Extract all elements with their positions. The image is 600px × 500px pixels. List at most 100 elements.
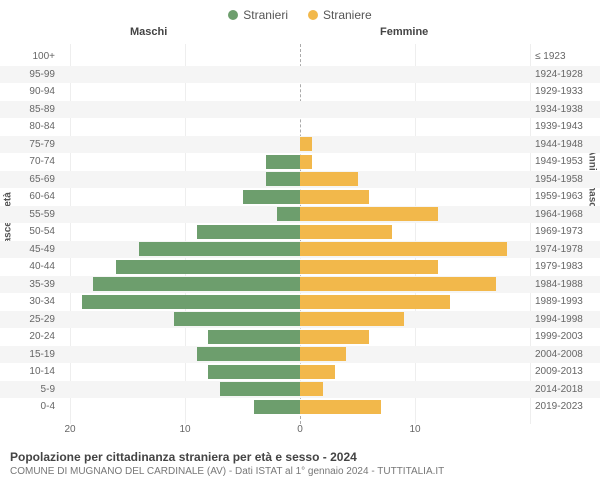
legend-male-dot bbox=[228, 10, 238, 20]
pyramid-row: 65-69 1954-1958 bbox=[0, 171, 600, 189]
birth-year-label: 1969-1973 bbox=[535, 226, 600, 237]
pyramid-row: 100+≤ 1923 bbox=[0, 48, 600, 66]
bar-male bbox=[220, 382, 301, 396]
bar-male bbox=[266, 155, 301, 169]
pyramid-row: 80-84 1939-1943 bbox=[0, 118, 600, 136]
birth-year-label: 1989-1993 bbox=[535, 296, 600, 307]
birth-year-label: 2019-2023 bbox=[535, 401, 600, 412]
pyramid-row: 25-29 1994-1998 bbox=[0, 311, 600, 329]
birth-year-label: 1979-1983 bbox=[535, 261, 600, 272]
bar-female bbox=[300, 137, 312, 151]
bar-female bbox=[300, 365, 335, 379]
bar-female bbox=[300, 330, 369, 344]
birth-year-label: 1954-1958 bbox=[535, 174, 600, 185]
bar-male bbox=[139, 242, 300, 256]
x-tick: 0 bbox=[297, 424, 303, 435]
bar-female bbox=[300, 312, 404, 326]
age-label: 10-14 bbox=[0, 366, 55, 377]
birth-year-label: 1994-1998 bbox=[535, 314, 600, 325]
age-label: 45-49 bbox=[0, 244, 55, 255]
legend-male: Stranieri bbox=[228, 8, 288, 22]
age-label: 30-34 bbox=[0, 296, 55, 307]
pyramid-row: 75-79 1944-1948 bbox=[0, 136, 600, 154]
birth-year-label: 1924-1928 bbox=[535, 69, 600, 80]
bar-male bbox=[208, 330, 300, 344]
age-label: 70-74 bbox=[0, 156, 55, 167]
bar-male bbox=[82, 295, 301, 309]
bar-male bbox=[174, 312, 301, 326]
x-axis: 20 10 0 10 bbox=[0, 424, 600, 444]
birth-year-label: 2004-2008 bbox=[535, 349, 600, 360]
chart-title: Popolazione per cittadinanza straniera p… bbox=[10, 450, 590, 464]
pyramid-row: 85-89 1934-1938 bbox=[0, 101, 600, 119]
column-headers: Maschi Femmine bbox=[0, 26, 600, 42]
bar-male bbox=[197, 347, 301, 361]
legend-female: Straniere bbox=[308, 8, 372, 22]
legend-female-dot bbox=[308, 10, 318, 20]
legend-female-label: Straniere bbox=[323, 8, 372, 22]
pyramid-row: 15-19 2004-2008 bbox=[0, 346, 600, 364]
bar-male bbox=[277, 207, 300, 221]
age-label: 55-59 bbox=[0, 209, 55, 220]
bar-male bbox=[197, 225, 301, 239]
pyramid-row: 30-34 1989-1993 bbox=[0, 293, 600, 311]
pyramid-row: 70-74 1949-1953 bbox=[0, 153, 600, 171]
birth-year-label: 1944-1948 bbox=[535, 139, 600, 150]
birth-year-label: 1949-1953 bbox=[535, 156, 600, 167]
legend-male-label: Stranieri bbox=[243, 8, 288, 22]
x-tick: 10 bbox=[409, 424, 420, 435]
age-label: 75-79 bbox=[0, 139, 55, 150]
age-label: 35-39 bbox=[0, 279, 55, 290]
bar-female bbox=[300, 277, 496, 291]
pyramid-row: 50-54 1969-1973 bbox=[0, 223, 600, 241]
header-male: Maschi bbox=[130, 26, 167, 38]
age-label: 90-94 bbox=[0, 86, 55, 97]
birth-year-label: 1999-2003 bbox=[535, 331, 600, 342]
bar-female bbox=[300, 225, 392, 239]
birth-year-label: ≤ 1923 bbox=[535, 51, 600, 62]
pyramid-row: 40-441979-1983 bbox=[0, 258, 600, 276]
age-label: 85-89 bbox=[0, 104, 55, 115]
bar-female bbox=[300, 400, 381, 414]
birth-year-label: 1939-1943 bbox=[535, 121, 600, 132]
bar-female bbox=[300, 295, 450, 309]
bar-female bbox=[300, 242, 507, 256]
bar-female bbox=[300, 190, 369, 204]
bar-female bbox=[300, 207, 438, 221]
bar-male bbox=[243, 190, 301, 204]
birth-year-label: 2009-2013 bbox=[535, 366, 600, 377]
age-label: 15-19 bbox=[0, 349, 55, 360]
birth-year-label: 2014-2018 bbox=[535, 384, 600, 395]
pyramid-row: 60-641959-1963 bbox=[0, 188, 600, 206]
age-label: 25-29 bbox=[0, 314, 55, 325]
birth-year-label: 1934-1938 bbox=[535, 104, 600, 115]
pyramid-row: 95-99 1924-1928 bbox=[0, 66, 600, 84]
pyramid-row: 90-94 1929-1933 bbox=[0, 83, 600, 101]
age-label: 50-54 bbox=[0, 226, 55, 237]
x-tick: 20 bbox=[64, 424, 75, 435]
birth-year-label: 1984-1988 bbox=[535, 279, 600, 290]
bar-female bbox=[300, 347, 346, 361]
pyramid-row: 55-59 1964-1968 bbox=[0, 206, 600, 224]
bar-female bbox=[300, 172, 358, 186]
chart-area: Fasce di età Anni di nascita 100+≤ 19239… bbox=[0, 44, 600, 424]
pyramid-row: 45-49 1974-1978 bbox=[0, 241, 600, 259]
bar-male bbox=[208, 365, 300, 379]
age-label: 95-99 bbox=[0, 69, 55, 80]
age-label: 60-64 bbox=[0, 191, 55, 202]
footer: Popolazione per cittadinanza straniera p… bbox=[0, 444, 600, 477]
pyramid-row: 10-14 2009-2013 bbox=[0, 363, 600, 381]
header-female: Femmine bbox=[380, 26, 428, 38]
age-label: 0-4 bbox=[0, 401, 55, 412]
pyramid-row: 0-4 2019-2023 bbox=[0, 398, 600, 416]
age-label: 65-69 bbox=[0, 174, 55, 185]
birth-year-label: 1974-1978 bbox=[535, 244, 600, 255]
bar-male bbox=[93, 277, 300, 291]
pyramid-row: 20-241999-2003 bbox=[0, 328, 600, 346]
chart-subtitle: COMUNE DI MUGNANO DEL CARDINALE (AV) - D… bbox=[10, 466, 590, 477]
x-tick: 10 bbox=[179, 424, 190, 435]
birth-year-label: 1964-1968 bbox=[535, 209, 600, 220]
birth-year-label: 1929-1933 bbox=[535, 86, 600, 97]
bar-female bbox=[300, 382, 323, 396]
age-label: 80-84 bbox=[0, 121, 55, 132]
